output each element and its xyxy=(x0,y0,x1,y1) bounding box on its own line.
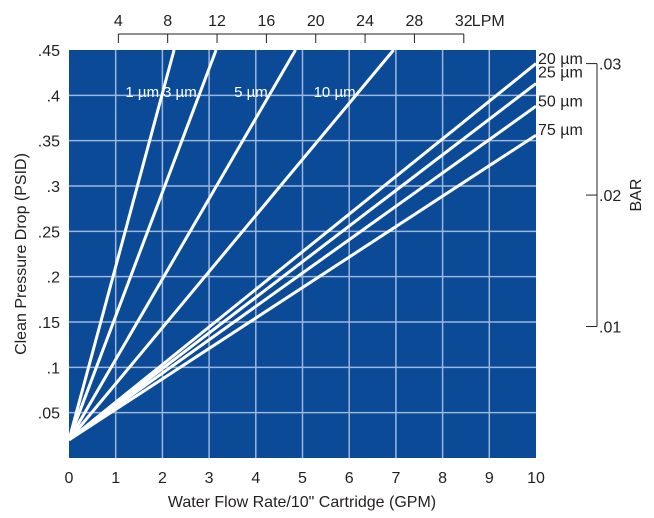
series-label-20-m: 20 µm xyxy=(538,51,583,68)
x-tick-label: 0 xyxy=(65,470,74,487)
bar-axis: .01 .02 .03 BAR xyxy=(586,57,645,337)
series-line-10-m xyxy=(67,49,395,441)
y-tick-label: .25 xyxy=(38,224,60,241)
x-tick-label: 9 xyxy=(485,470,494,487)
x-tick-label: 2 xyxy=(158,470,167,487)
series-line-20-m xyxy=(68,62,537,442)
y-tick-label: .3 xyxy=(47,179,60,196)
series-line-5-m xyxy=(67,49,297,441)
x-tick-label: 7 xyxy=(391,470,400,487)
y-tick-label: .45 xyxy=(38,43,60,60)
x-tick-label: 4 xyxy=(251,470,260,487)
series-label-50-m: 50 µm xyxy=(538,94,583,111)
series-label-75-m: 75 µm xyxy=(538,122,583,139)
x-tick-label: 3 xyxy=(205,470,214,487)
x-axis-label: Water Flow Rate/10" Cartridge (GPM) xyxy=(168,494,436,511)
lpm-tick-label: 24 xyxy=(356,13,374,30)
lpm-tick-label: 28 xyxy=(406,13,424,30)
lpm-tick-label: 4 xyxy=(114,13,123,30)
series-label-1-m: 1 µm xyxy=(125,84,159,101)
lpm-tick-label: 12 xyxy=(208,13,226,30)
series-line-3-m xyxy=(67,49,218,441)
y-tick-label: .05 xyxy=(38,406,60,423)
x-axis-ticks: 0 1 2 3 4 5 6 7 8 9 10 xyxy=(65,470,545,487)
lpm-tick-label: 16 xyxy=(258,13,276,30)
y-tick-label: .1 xyxy=(47,360,60,377)
lpm-tick-label: 20 xyxy=(307,13,325,30)
y-tick-label: .4 xyxy=(47,88,60,105)
lpm-axis: 4 8 12 16 20 24 28 32 LPM xyxy=(114,13,505,43)
series-labels-inside: 1 µm 3 µm 5 µm 10 µm xyxy=(125,84,355,101)
y-tick-label: .2 xyxy=(47,270,60,287)
series-label-5-m: 5 µm xyxy=(234,84,268,101)
x-tick-label: 1 xyxy=(111,470,120,487)
series-label-3-m: 3 µm xyxy=(163,84,197,101)
y-axis-ticks: .05 .1 .15 .2 .25 .3 .35 .4 .45 xyxy=(38,43,60,423)
series-lines xyxy=(67,49,537,442)
x-tick-label: 6 xyxy=(345,470,354,487)
series-label-10-m: 10 µm xyxy=(314,84,356,101)
lpm-tick-label: 32 xyxy=(455,13,473,30)
series-line-50-m xyxy=(68,104,537,442)
y-tick-label: .15 xyxy=(38,315,60,332)
bar-axis-label: BAR xyxy=(628,179,645,212)
lpm-unit-label: LPM xyxy=(472,13,505,30)
x-tick-label: 5 xyxy=(298,470,307,487)
series-line-25-m xyxy=(68,82,537,442)
x-tick-label: 8 xyxy=(438,470,447,487)
bar-tick-label: .03 xyxy=(599,57,621,74)
y-axis-label: Clean Pressure Drop (PSID) xyxy=(13,153,30,355)
y-tick-label: .35 xyxy=(38,134,60,151)
x-tick-label: 10 xyxy=(527,470,545,487)
lpm-tick-label: 8 xyxy=(163,13,172,30)
series-line-1-m xyxy=(67,49,176,441)
series-label-25-m: 25 µm xyxy=(538,65,583,82)
bar-tick-label: .01 xyxy=(599,320,621,337)
bar-tick-label: .02 xyxy=(599,188,621,205)
series-line-75-m xyxy=(68,133,537,442)
